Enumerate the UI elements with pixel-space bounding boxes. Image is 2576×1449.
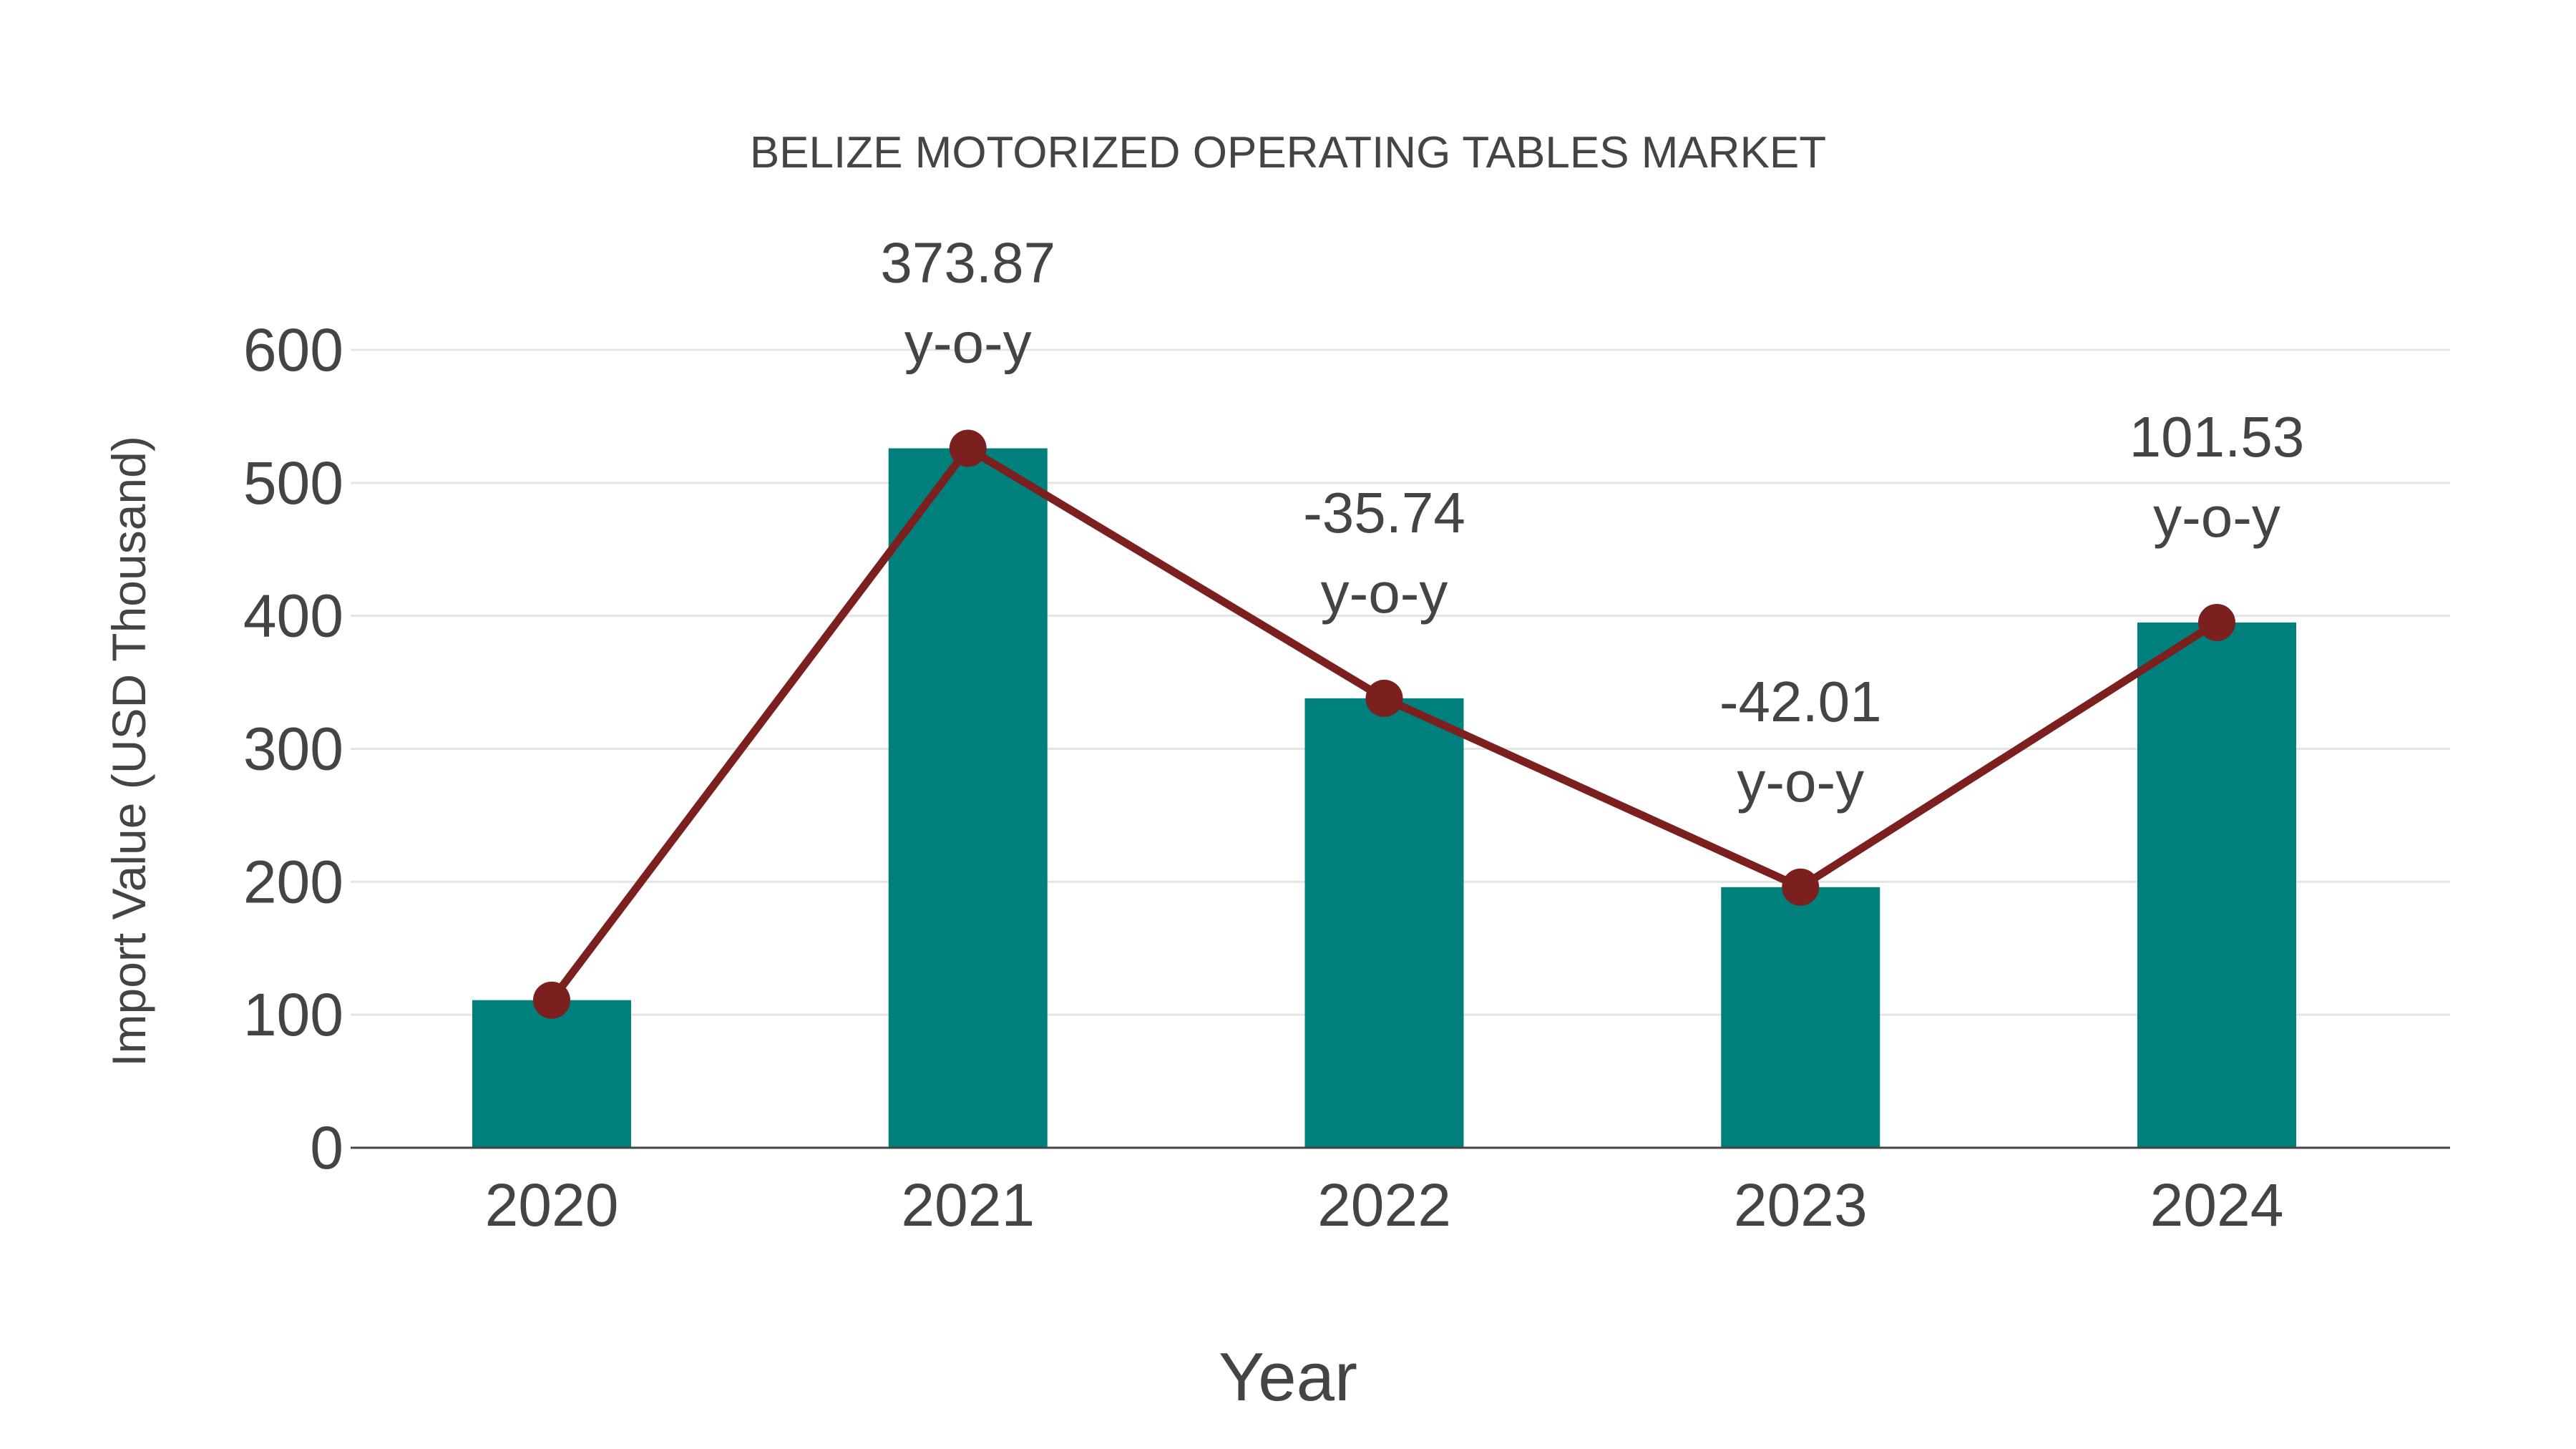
line-marker xyxy=(2198,603,2235,641)
line-series xyxy=(533,429,2235,1019)
y-tick-label: 0 xyxy=(310,1114,343,1181)
bar-2020 xyxy=(472,1000,631,1148)
y-tick-label: 500 xyxy=(243,449,343,517)
y-tick-label: 100 xyxy=(243,981,343,1048)
x-tick-label: 2024 xyxy=(2150,1171,2284,1239)
x-axis-ticks: 2020 2021 2022 2023 2024 xyxy=(485,1171,2284,1239)
annotation-value: -35.74 xyxy=(1303,481,1465,545)
x-tick-label: 2021 xyxy=(901,1171,1035,1239)
annotation-value: 373.87 xyxy=(880,231,1055,295)
x-tick-label: 2020 xyxy=(485,1171,619,1239)
x-axis-title: Year xyxy=(1219,1339,1357,1415)
y-axis-ticks: 0 100 200 300 400 500 600 xyxy=(243,316,343,1181)
annotation-suffix: y-o-y xyxy=(2153,485,2280,549)
line-marker xyxy=(1365,679,1403,717)
annotation-value: 101.53 xyxy=(2129,405,2305,469)
annotation-suffix: y-o-y xyxy=(1737,750,1864,814)
bar-2023 xyxy=(1721,887,1880,1148)
y-tick-label: 300 xyxy=(243,716,343,783)
yoy-annotations: 373.87 y-o-y -35.74 y-o-y -42.01 y-o-y 101.53 y… xyxy=(880,231,2304,814)
chart-title: BELIZE MOTORIZED OPERATING TABLES MARKET xyxy=(749,128,1827,177)
bar-2024 xyxy=(2137,622,2296,1148)
bar-series xyxy=(472,448,2296,1148)
annotation-value: -42.01 xyxy=(1719,670,1882,733)
annotation-suffix: y-o-y xyxy=(1321,561,1448,625)
y-tick-label: 400 xyxy=(243,582,343,650)
bar-2022 xyxy=(1304,698,1464,1148)
line-marker xyxy=(949,429,987,467)
bar-2021 xyxy=(888,448,1048,1148)
annotation-suffix: y-o-y xyxy=(904,311,1032,375)
x-tick-label: 2022 xyxy=(1317,1171,1451,1239)
line-marker xyxy=(533,981,570,1019)
x-tick-label: 2023 xyxy=(1734,1171,1868,1239)
y-tick-label: 600 xyxy=(243,316,343,384)
y-tick-label: 200 xyxy=(243,848,343,915)
line-marker xyxy=(1782,868,1820,906)
